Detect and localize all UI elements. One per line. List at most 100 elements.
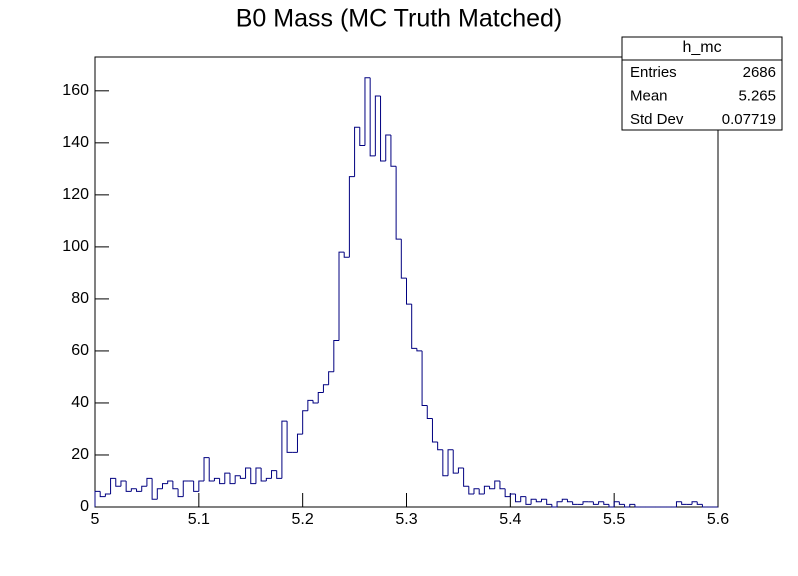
bin: [447, 449, 454, 476]
bin: [167, 480, 173, 484]
y-tick-label: 120: [62, 186, 89, 203]
bin: [390, 135, 397, 167]
bin: [468, 486, 474, 495]
bin: [125, 480, 132, 492]
bin: [691, 501, 698, 505]
bin: [208, 457, 215, 482]
bin: [546, 499, 552, 505]
bin: [400, 239, 407, 279]
bin: [629, 503, 635, 507]
bin: [203, 457, 210, 481]
x-tick-label: 5.5: [603, 511, 625, 528]
bin: [161, 483, 168, 489]
y-tick-label: 160: [62, 82, 89, 99]
stats-label: Entries: [630, 64, 677, 81]
bin: [302, 410, 308, 435]
bin: [338, 251, 345, 341]
stats-value: 2686: [743, 64, 776, 81]
y-tick-label: 140: [62, 134, 89, 151]
bin: [556, 501, 563, 507]
bin: [110, 477, 116, 494]
bin: [104, 493, 111, 497]
bin: [561, 498, 568, 502]
stats-label: Mean: [630, 87, 668, 104]
bin: [322, 384, 329, 393]
x-tick-label: 5.1: [188, 511, 210, 528]
bin: [540, 498, 547, 502]
chart-title: B0 Mass (MC Truth Matched): [236, 5, 562, 33]
bin: [182, 480, 189, 497]
stats-box: [621, 36, 783, 131]
bin: [504, 488, 511, 498]
y-tick-label: 80: [71, 290, 89, 307]
bin: [572, 501, 578, 505]
bin: [265, 477, 272, 481]
bin: [99, 491, 106, 498]
bin: [172, 480, 179, 490]
bin: [457, 467, 464, 474]
bin: [146, 477, 153, 487]
bin: [286, 421, 293, 453]
y-tick-label: 60: [71, 342, 89, 359]
bin: [520, 496, 526, 502]
bin: [608, 504, 615, 508]
bin: [530, 498, 537, 505]
bin: [566, 499, 573, 503]
bin: [494, 480, 500, 489]
bin: [452, 449, 459, 474]
x-tick-label: 5: [91, 511, 100, 528]
bin: [198, 480, 205, 492]
stats-title: h_mc: [682, 39, 721, 56]
bin: [509, 493, 516, 497]
bin: [255, 467, 262, 484]
bin: [421, 350, 428, 407]
bin: [359, 127, 365, 146]
bin: [276, 470, 282, 479]
bin: [120, 480, 127, 487]
bin: [395, 166, 402, 240]
bin: [213, 477, 220, 481]
bin: [426, 405, 433, 420]
bin: [130, 488, 137, 492]
bin: [156, 488, 163, 500]
x-tick-label: 5.2: [292, 511, 314, 528]
bin: [364, 77, 371, 146]
bin: [551, 504, 558, 508]
bin: [151, 478, 158, 500]
bin: [696, 501, 703, 505]
bin: [115, 478, 121, 487]
bin: [374, 95, 381, 156]
bin: [271, 470, 277, 479]
bin: [618, 501, 625, 505]
y-tick-label: 0: [80, 498, 89, 515]
stats-value: 5.265: [738, 87, 776, 104]
bin: [582, 501, 589, 505]
bin: [177, 488, 184, 498]
bin: [141, 485, 147, 492]
bin: [239, 475, 246, 479]
bin: [681, 501, 687, 505]
bin: [525, 496, 532, 505]
stats-label: Std Dev: [630, 111, 684, 128]
bin: [281, 420, 288, 479]
bin: [634, 504, 641, 508]
bin: [624, 504, 630, 508]
bin: [437, 441, 443, 451]
bin: [354, 126, 360, 177]
bin: [348, 176, 355, 258]
bin: [369, 77, 376, 157]
bin: [675, 501, 682, 507]
bin: [136, 488, 142, 492]
x-tick-label: 5.3: [395, 511, 417, 528]
y-tick-label: 100: [62, 238, 89, 255]
bin: [193, 480, 199, 492]
bin: [317, 392, 324, 403]
y-tick-label: 20: [71, 446, 89, 463]
bin: [328, 371, 334, 385]
bin: [406, 278, 412, 305]
bin: [343, 252, 350, 258]
bin: [489, 486, 495, 490]
bin: [431, 418, 438, 443]
